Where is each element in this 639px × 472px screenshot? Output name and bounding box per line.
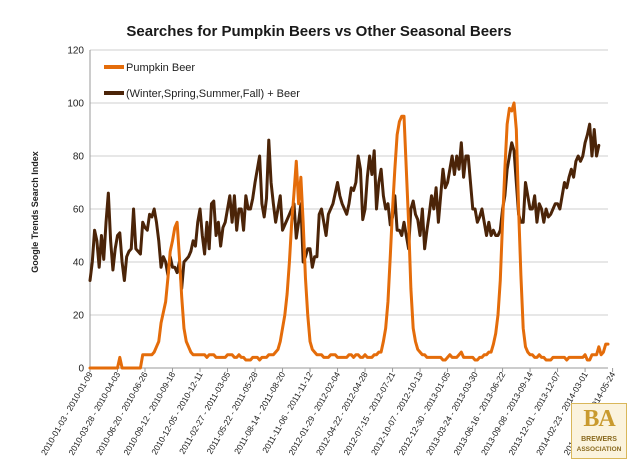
x-tick-label: 2012-10-07 - 2012-10-13 [369,370,425,457]
y-tick-label: 80 [73,152,85,163]
logo-mark: BA [583,406,615,432]
x-tick-label: 2011-08-14 - 2011-08-20 [232,370,287,456]
y-tick-label: 60 [73,205,85,216]
series-line-0 [88,101,610,370]
x-tick-label: 2010-12-05 - 2010-12-11 [149,370,205,457]
grid [90,49,608,369]
series-group [88,101,610,370]
y-axis: 0 20 40 60 80 100 120 [67,46,608,375]
y-axis-label: Google Trends Search Index [30,151,40,273]
x-tick-label: 2012-07-15 - 2012-07-21 [341,370,397,457]
x-tick-label: 2010-03-28 - 2010-04-03 [66,370,122,457]
x-tick-label: 2012-12-30 - 2013-01-05 [396,370,452,457]
y-tick-label: 100 [67,99,84,110]
legend-label-1: (Winter,Spring,Summer,Fall) + Beer [126,88,300,100]
x-tick-label: 2013-09-08 - 2013-09-14 [479,370,535,457]
x-tick-label: 2010-09-12 - 2010-09-18 [121,370,177,457]
x-tick-label: 2012-01-29 - 2012-02-04 [286,370,342,457]
legend: Pumpkin Beer (Winter,Spring,Summer,Fall) … [104,62,300,100]
chart-title: Searches for Pumpkin Beers vs Other Seas… [126,23,511,40]
x-tick-label: 2010-01-03 - 2010-01-09 [39,370,95,457]
x-tick-label: 2011-02-27 - 2011-03-05 [177,370,232,456]
legend-label-0: Pumpkin Beer [126,62,195,74]
y-tick-label: 40 [73,258,85,269]
x-tick-label: 2011-05-22 - 2011-05-28 [204,370,259,456]
x-tick-label: 2010-06-20 - 2010-06-26 [94,370,150,457]
x-tick-label: 2011-11-06 - 2011-11-12 [260,370,315,455]
y-tick-label: 20 [73,311,85,322]
x-tick-label: 2012-04-22 - 2012-04-28 [314,370,370,457]
y-tick-label: 120 [67,46,84,57]
y-tick-label: 0 [78,364,84,375]
x-tick-label: 2013-12-01 - 2013-12-07 [506,370,562,457]
x-tick-label: 2013-06-16 - 2013-06-22 [451,370,507,457]
brewers-association-logo: BA BREWERS ASSOCIATION [571,403,627,459]
x-tick-label: 2013-03-24 - 2013-03-30 [424,370,480,457]
logo-line-2: ASSOCIATION [576,446,622,453]
logo-line-1: BREWERS [581,436,617,443]
series-line-1 [88,122,601,290]
